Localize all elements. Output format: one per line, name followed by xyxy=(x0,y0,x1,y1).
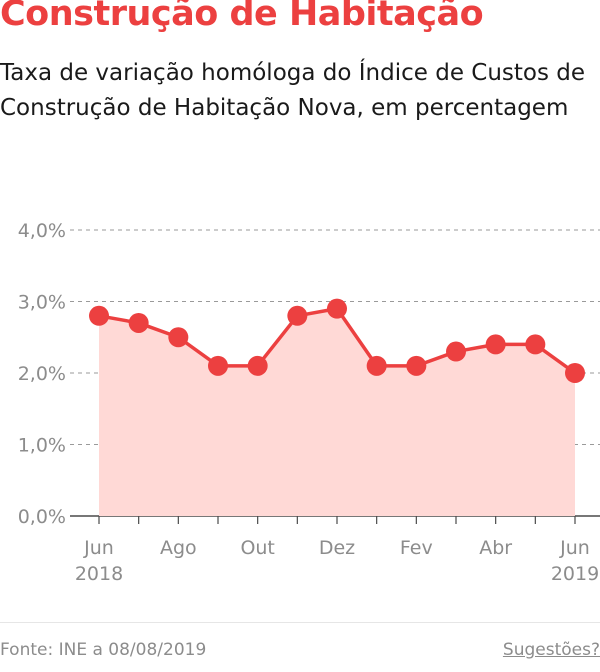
data-point xyxy=(247,355,268,376)
y-axis-ticks: 0,0% 1,0% 2,0% 3,0% 4,0% xyxy=(18,220,66,528)
area-chart: 0,0% 1,0% 2,0% 3,0% 4,0% Jun 2018 Ago Out Dez Fev… xyxy=(18,220,600,585)
source-note: Fonte: INE a 08/08/2019 xyxy=(0,640,207,660)
x-tick-label: Jun xyxy=(559,537,590,559)
x-tick-label: Jun xyxy=(83,537,114,559)
data-point xyxy=(525,334,546,355)
suggestions-link[interactable]: Sugestões? xyxy=(502,640,600,660)
x-tick-label: Ago xyxy=(160,537,197,559)
x-tick-sublabel: 2018 xyxy=(75,563,123,585)
x-tick-label: Abr xyxy=(479,537,512,559)
data-point xyxy=(287,305,308,326)
x-tick-label: Dez xyxy=(319,537,355,559)
data-points-layer xyxy=(89,298,585,383)
data-point xyxy=(565,363,585,383)
data-point xyxy=(446,341,466,362)
data-point xyxy=(406,355,427,376)
data-point xyxy=(168,327,189,348)
data-point xyxy=(366,355,387,376)
y-tick-label: 4,0% xyxy=(18,220,66,242)
x-tick-label: Out xyxy=(240,537,274,559)
x-axis-ticks: Jun 2018 Ago Out Dez Fev Abr Jun 2019 xyxy=(75,516,599,585)
chart-subtitle: Taxa de variação homóloga do Índice de C… xyxy=(0,60,586,121)
data-point xyxy=(485,334,506,355)
y-tick-label: 1,0% xyxy=(18,435,66,457)
y-tick-label: 2,0% xyxy=(18,363,66,385)
y-tick-label: 0,0% xyxy=(18,506,66,528)
x-tick-label: Fev xyxy=(400,537,433,559)
data-point xyxy=(327,298,347,319)
chart-title: Construção de Habitação xyxy=(0,0,484,34)
data-point xyxy=(89,305,109,326)
y-tick-label: 3,0% xyxy=(18,292,66,314)
data-point xyxy=(128,312,149,333)
footer-divider xyxy=(0,622,600,623)
x-tick-sublabel: 2019 xyxy=(551,563,599,585)
data-point xyxy=(208,355,228,376)
